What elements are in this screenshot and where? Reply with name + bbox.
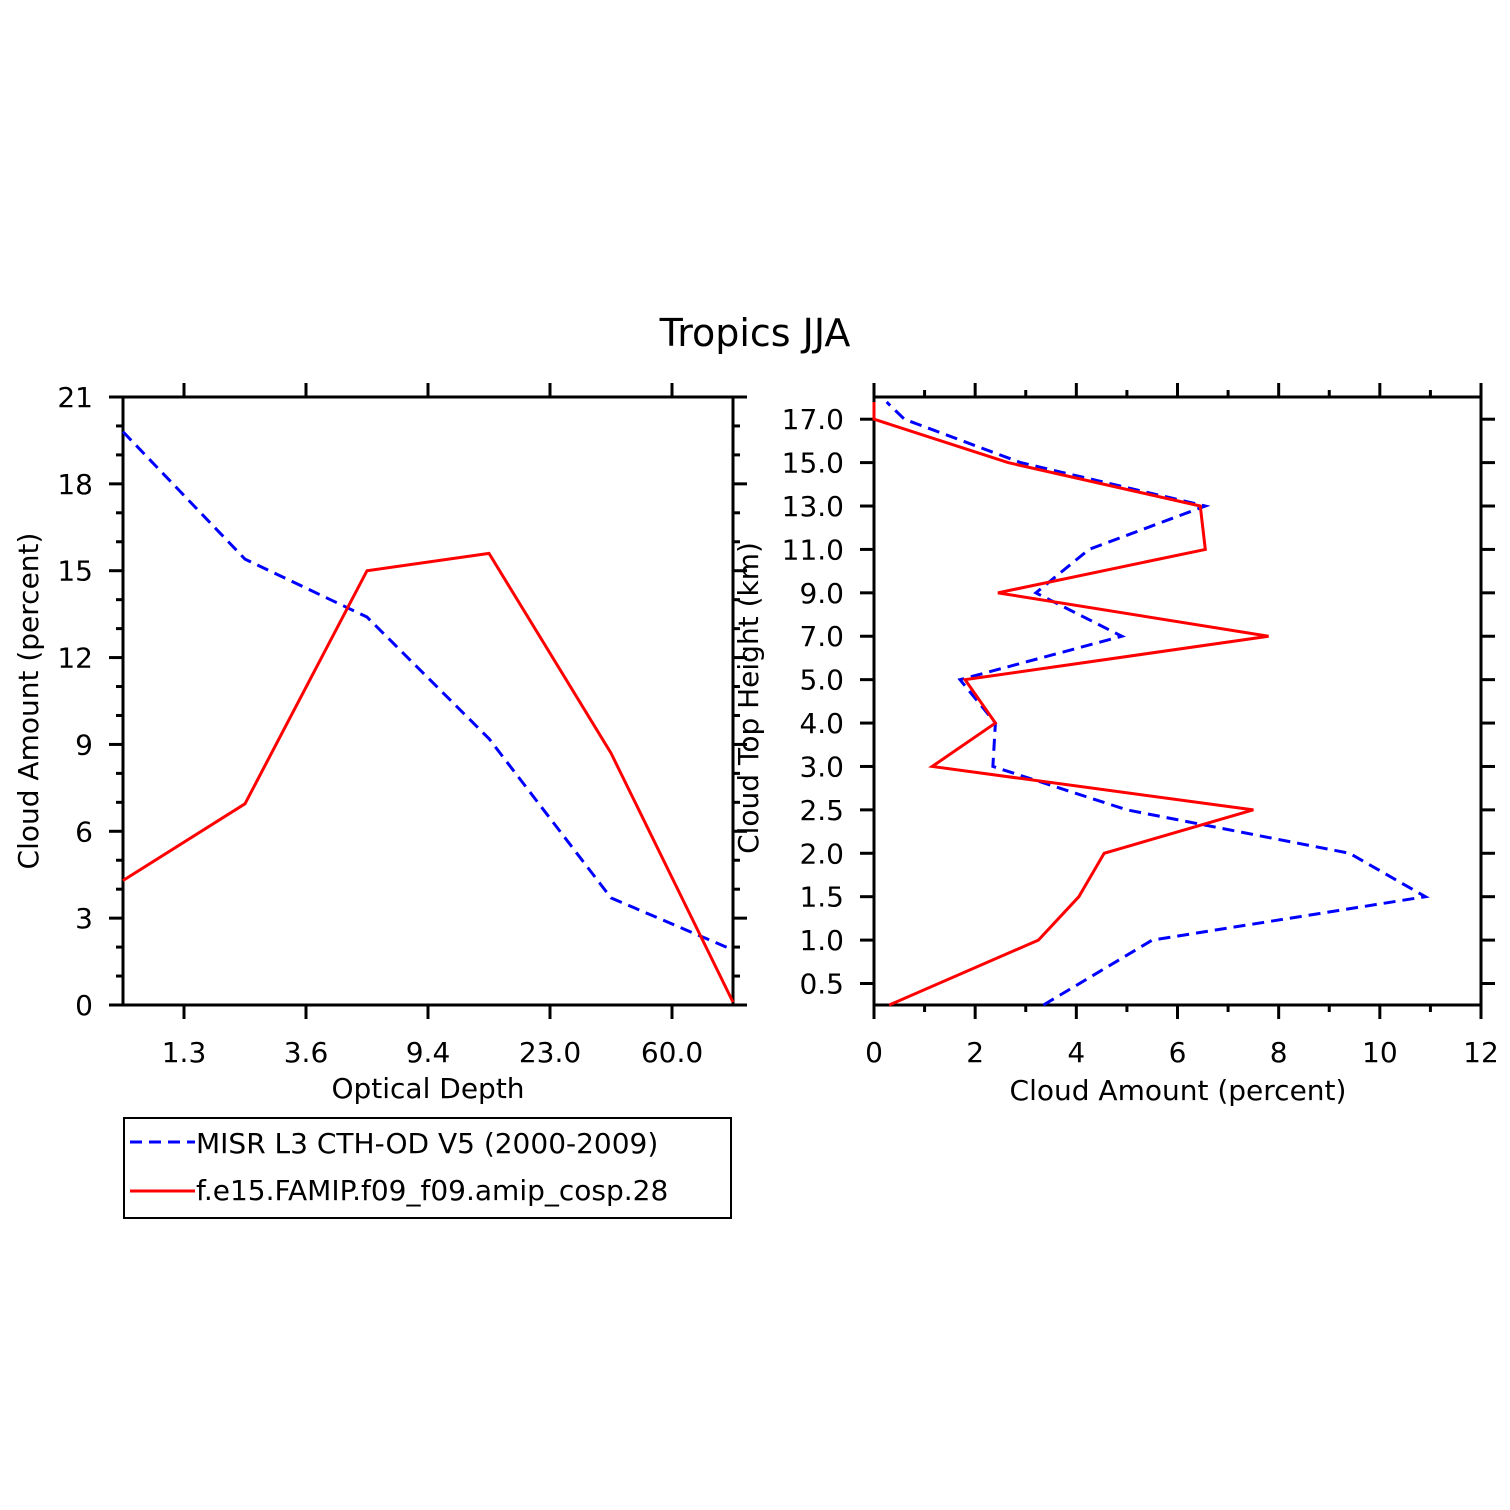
legend-label-model: f.e15.FAMIP.f09_f09.amip_cosp.28: [196, 1174, 668, 1207]
left-series-obs-line: [121, 430, 734, 952]
left-xtick-label: 3.6: [284, 1036, 329, 1069]
right-ytick-label: 11.0: [782, 533, 844, 566]
right-y-axis-label: Cloud Top Height (km): [732, 542, 765, 854]
left-panel: 0 3 6 9 12 15 18 21 1.3 3.6 9.4 23.0 60.0 Optical De…: [12, 381, 747, 1105]
right-series-obs-line: [885, 400, 1430, 1007]
left-x-axis-label: Optical Depth: [331, 1072, 524, 1105]
right-xtick-label: 2: [966, 1036, 984, 1069]
legend-box: [123, 1117, 732, 1219]
right-ytick-label: 2.0: [799, 837, 844, 870]
chart-title: Tropics JJA: [659, 311, 851, 355]
left-y-axis-label: Cloud Amount (percent): [12, 533, 45, 870]
right-xtick-label: 10: [1362, 1036, 1398, 1069]
left-ticks: 0 3 6 9 12 15 18 21 1.3 3.6 9.4 23.0 60.0: [57, 381, 747, 1069]
right-ytick-label: 5.0: [799, 664, 844, 697]
right-ytick-label: 15.0: [782, 447, 844, 480]
left-xtick-label: 1.3: [162, 1036, 207, 1069]
left-xtick-label: 23.0: [519, 1036, 581, 1069]
right-ytick-label: 3.0: [799, 750, 844, 783]
right-lines: [872, 400, 1430, 1007]
left-ytick-label: 12: [57, 642, 93, 675]
left-xtick-label: 60.0: [641, 1036, 703, 1069]
right-ytick-label: 17.0: [782, 403, 844, 436]
right-x-axis-label: Cloud Amount (percent): [1010, 1074, 1347, 1107]
right-panel: 0 2 4 6 8 10 12 0.5 1.0 1.5 2.0 2.5 3.0 4.0 5.0 7.0 9.0 1…: [732, 383, 1499, 1107]
left-ytick-label: 6: [75, 815, 93, 848]
left-lines: [121, 430, 735, 1003]
left-ytick-label: 15: [57, 555, 93, 588]
right-xtick-label: 4: [1067, 1036, 1085, 1069]
right-ytick-label: 2.5: [799, 794, 844, 827]
legend: MISR L3 CTH-OD V5 (2000-2009) f.e15.FAMI…: [123, 1117, 732, 1219]
right-ytick-label: 7.0: [799, 620, 844, 653]
left-ytick-label: 9: [75, 728, 93, 761]
right-ticks: 0 2 4 6 8 10 12 0.5 1.0 1.5 2.0 2.5 3.0 4.0 5.0 7.0 9.0 1…: [782, 383, 1499, 1069]
left-ytick-label: 21: [57, 381, 93, 414]
right-xtick-label: 8: [1270, 1036, 1288, 1069]
right-xtick-label: 6: [1169, 1036, 1187, 1069]
right-plot-frame: [872, 395, 1483, 1007]
left-series-model-line: [122, 551, 735, 1003]
right-xtick-label: 12: [1463, 1036, 1499, 1069]
right-ytick-label: 1.0: [799, 924, 844, 957]
left-ytick-label: 0: [75, 989, 93, 1022]
legend-label-obs: MISR L3 CTH-OD V5 (2000-2009): [196, 1127, 658, 1160]
right-ytick-label: 0.5: [799, 968, 844, 1001]
right-ytick-label: 13.0: [782, 490, 844, 523]
right-xtick-label: 0: [865, 1036, 883, 1069]
right-ytick-label: 1.5: [799, 881, 844, 914]
right-ytick-label: 4.0: [799, 707, 844, 740]
left-ytick-label: 3: [75, 902, 93, 935]
left-plot-frame: [121, 395, 735, 1007]
right-ytick-label: 9.0: [799, 577, 844, 610]
left-ytick-label: 18: [57, 468, 93, 501]
left-xtick-label: 9.4: [406, 1036, 451, 1069]
right-series-model-line: [872, 402, 1269, 1007]
